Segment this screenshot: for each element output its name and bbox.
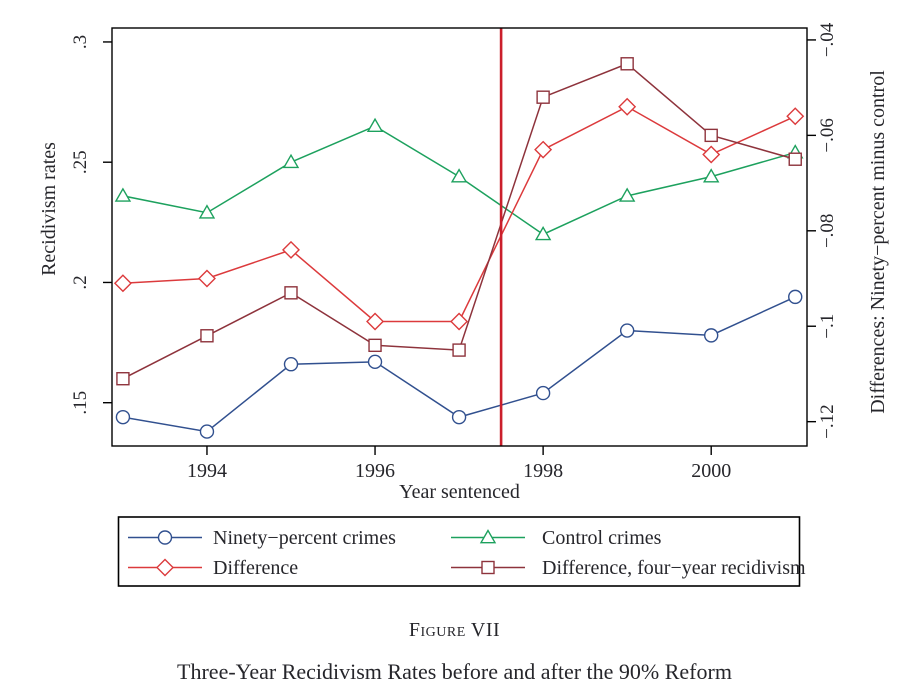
figure-label: Figure VII (408, 619, 501, 641)
series-marker-ninety-percent-crimes (367, 354, 383, 370)
series-marker-ninety-percent-crimes (283, 357, 299, 372)
series-marker-ninety-percent-crimes (451, 409, 467, 425)
left-axis-title: Recidivism rates (38, 142, 60, 276)
x-tick-label: 1998 (523, 460, 563, 482)
series-marker-difference (113, 274, 132, 293)
series-marker-difference (450, 312, 469, 331)
x-tick-label: 2000 (691, 460, 731, 482)
x-axis-title: Year sentenced (399, 481, 520, 503)
series-marker-difference-four-year-recidivism (116, 372, 130, 386)
series-marker-difference-four-year-recidivism (200, 329, 214, 343)
series-marker-difference-four-year-recidivism (620, 57, 634, 71)
series-marker-control-crimes (618, 187, 636, 202)
series-marker-difference (786, 107, 805, 126)
left-tick-label: .15 (70, 391, 91, 415)
series-marker-difference (282, 240, 300, 259)
series-marker-difference (534, 140, 553, 159)
x-tick-label: 1996 (355, 460, 395, 482)
right-axis-title: Differences: Ninety−percent minus contro… (867, 70, 889, 414)
right-tick-label: −.12 (817, 404, 838, 438)
series-line-difference (122, 105, 796, 323)
legend-marker-difference-four-year-recidivism (481, 560, 495, 575)
left-tick-label: .2 (70, 275, 91, 289)
legend-label-control-crimes: Control crimes (542, 527, 662, 549)
legend-box (117, 516, 801, 587)
legend-label-ninety-percent-crimes: Ninety−percent crimes (213, 527, 396, 549)
series-marker-ninety-percent-crimes (788, 289, 803, 305)
series-marker-difference-four-year-recidivism (368, 338, 382, 353)
series-marker-control-crimes (114, 187, 132, 202)
right-tick-label: −.06 (817, 118, 838, 152)
series-marker-control-crimes (366, 117, 384, 133)
right-tick-label: −.1 (817, 314, 838, 339)
series-marker-difference-four-year-recidivism (284, 286, 298, 300)
series-marker-control-crimes (198, 204, 216, 219)
series-marker-difference (197, 269, 216, 288)
series-marker-difference-four-year-recidivism (452, 343, 466, 357)
recidivism-line-chart: 1994 1996 1998 2000 Year sentenced .15 .2 .25 .3… (38, 22, 889, 587)
series-marker-difference (618, 97, 637, 116)
series-marker-control-crimes (534, 225, 552, 241)
series-marker-ninety-percent-crimes (199, 424, 215, 439)
figure-title: Three-Year Recidivism Rates before and a… (177, 659, 732, 684)
series-marker-difference-four-year-recidivism (788, 152, 802, 166)
series-marker-difference (702, 145, 721, 164)
series-marker-ninety-percent-crimes (703, 328, 719, 343)
series-marker-control-crimes (450, 168, 468, 183)
series-marker-difference-four-year-recidivism (704, 128, 718, 143)
x-tick-label: 1994 (187, 460, 227, 482)
right-tick-label: −.08 (817, 214, 838, 248)
caption-block: Figure VII Three-Year Recidivism Rates b… (0, 619, 909, 685)
left-tick-label: .25 (70, 150, 91, 174)
plot-border (111, 27, 808, 447)
series-marker-ninety-percent-crimes (535, 385, 551, 401)
legend-marker-ninety-percent-crimes (157, 530, 173, 545)
series-marker-control-crimes (702, 168, 720, 183)
left-tick-label: .3 (70, 35, 91, 49)
legend-label-difference: Difference (213, 557, 298, 579)
series-marker-ninety-percent-crimes (619, 323, 635, 338)
series-marker-difference (366, 312, 385, 331)
series-marker-ninety-percent-crimes (115, 409, 131, 425)
right-tick-label: −.04 (817, 22, 838, 57)
series-line-difference-four-year-recidivism (122, 62, 796, 380)
legend-marker-difference (156, 558, 174, 577)
series-marker-difference-four-year-recidivism (536, 90, 550, 104)
series-marker-control-crimes (282, 153, 300, 169)
legend-marker-control-crimes (479, 529, 497, 544)
legend-label-difference-four-year-recidivism: Difference, four−year recidivism (542, 557, 806, 579)
